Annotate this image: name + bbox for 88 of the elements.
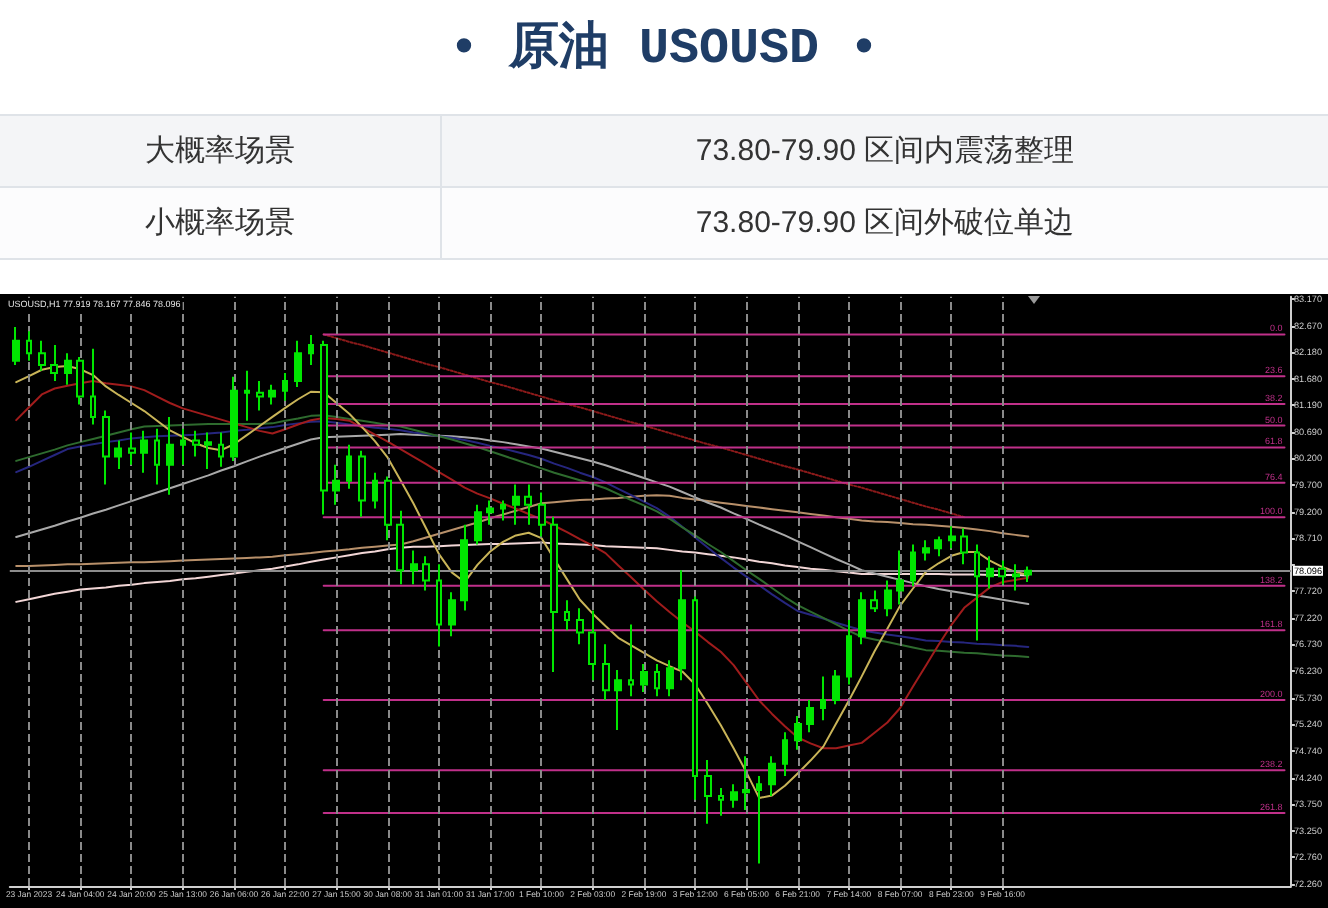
candlestick [602, 643, 610, 701]
line-series [15, 541, 1030, 603]
candlestick [282, 371, 288, 402]
line-series [15, 494, 1030, 567]
candlestick [410, 549, 418, 586]
candlestick [218, 431, 224, 468]
candlestick [372, 471, 378, 510]
candlestick [730, 783, 738, 809]
candlestick [960, 527, 968, 566]
candlestick [12, 325, 20, 366]
candlestick [858, 591, 866, 646]
text: 73.80-79.90 区间内震荡整理 [441, 115, 1328, 187]
candlestick [628, 623, 634, 698]
chart-title: • 原油 USOUSD • [446, 18, 882, 82]
candlestick [256, 380, 264, 412]
candlestick [460, 523, 468, 612]
candlestick [26, 330, 32, 362]
candlestick [524, 483, 532, 526]
candlestick [500, 499, 506, 522]
candlestick [486, 499, 494, 526]
candlestick [90, 347, 96, 426]
candlestick [204, 431, 212, 470]
candlestick [576, 607, 584, 646]
candlestick [192, 429, 200, 458]
candlestick [140, 429, 148, 474]
candlestick [934, 535, 942, 558]
candlestick [782, 731, 788, 778]
candlestick [974, 543, 980, 642]
candlestick [76, 355, 84, 406]
candlestick [870, 589, 878, 614]
candlestick [436, 563, 442, 648]
candlestick [564, 599, 570, 632]
candlestick [166, 415, 174, 496]
candlestick [114, 439, 122, 470]
candlestick [588, 609, 596, 682]
candlestick [308, 333, 314, 366]
candlestick [896, 549, 904, 606]
candlestick [550, 515, 558, 674]
text: 73.80-79.90 区间外破位单边 [441, 187, 1328, 259]
candlestick [884, 579, 892, 618]
candlestick [986, 555, 994, 590]
candlestick [794, 715, 802, 751]
candlestick [358, 449, 366, 518]
candlestick [998, 559, 1006, 586]
candlestick [294, 339, 302, 388]
candlestick [922, 539, 930, 562]
candlestick [512, 483, 520, 526]
text: 大概率场景 [0, 115, 441, 187]
candlestick [102, 409, 110, 486]
candlestick [64, 352, 72, 386]
candlestick [180, 427, 186, 466]
candlestick [1012, 563, 1020, 592]
candlestick [538, 491, 546, 538]
candlestick [50, 344, 58, 383]
candlestick [384, 475, 392, 542]
line-series [322, 333, 966, 519]
candlestick [614, 668, 622, 731]
candlestick [448, 591, 456, 638]
candlestick [154, 427, 160, 486]
candlestick [244, 369, 250, 422]
candlestick [474, 503, 482, 546]
candlestick [704, 759, 712, 825]
candlestick [832, 668, 840, 706]
line-series [15, 433, 1030, 606]
candlestick [1024, 565, 1032, 584]
text: 小概率场景 [0, 187, 441, 259]
candlestick [422, 555, 430, 592]
candlestick [742, 755, 750, 811]
candlestick [806, 698, 814, 734]
candlestick [346, 443, 352, 490]
candlestick [396, 509, 404, 586]
candlestick [332, 463, 340, 506]
candlestick [678, 569, 686, 682]
candlestick [910, 543, 916, 588]
candlestick [640, 663, 648, 693]
candlestick [268, 383, 276, 406]
candlestick [768, 755, 776, 797]
candlestick [718, 786, 724, 817]
candlestick [756, 775, 762, 865]
candlestick [128, 431, 136, 466]
candlestick [230, 375, 238, 462]
candlestick [654, 663, 660, 698]
candlestick [948, 525, 956, 550]
candlestick [846, 619, 852, 686]
candlestick [38, 339, 46, 372]
candlestick [820, 675, 826, 722]
candlestick [666, 659, 674, 698]
candlestick [320, 339, 328, 516]
